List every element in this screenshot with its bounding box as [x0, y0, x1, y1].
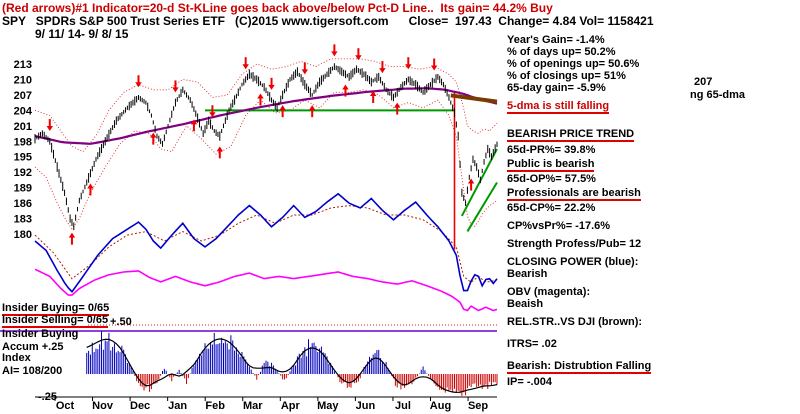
closing-power-title: CLOSING POWER (blue):	[507, 256, 639, 268]
op65-stat: 65d-OP%= 57.5%	[507, 173, 596, 185]
professionals-bearish-note: Professionals are bearish	[507, 187, 641, 201]
dma65-falling-label: ng 65-dma	[690, 89, 746, 101]
accumulation-index	[86, 324, 498, 396]
strength-stat: Strength Profess/Pub= 12	[507, 238, 642, 250]
svg-text:189: 189	[14, 183, 32, 195]
svg-text:Aug: Aug	[430, 400, 451, 412]
svg-text:207: 207	[14, 90, 32, 102]
rel-strength-title: REL.STR..VS DJI (brown):	[507, 316, 643, 328]
trend-overlays	[34, 87, 498, 250]
svg-text:Oct: Oct	[56, 400, 75, 412]
gain-65day-stat: 65-day gain= -5.9%	[507, 82, 606, 94]
dma5-falling-note: 5-dma is still falling	[507, 100, 610, 114]
price-bands	[34, 58, 498, 230]
insider-buying-count: Insider Buying= 0/65	[2, 302, 110, 316]
axes: Oct Nov Dec Jan Feb Mar Apr May Jun Jul Aug Sep 213 2…	[14, 59, 497, 412]
accum-index-title-2: Accum +.25	[2, 341, 64, 353]
cp-vs-pr-stat: CP%vsPr%= -17.6%	[507, 220, 611, 232]
bearish-trend-heading: BEARISH PRICE TREND	[507, 128, 635, 142]
cp65-stat: 65d-CP%= 22.2%	[507, 202, 596, 214]
insider-selling-count: Insider Selling= 0/65	[2, 314, 109, 328]
middle-indicators	[0, 192, 498, 332]
svg-text:Mar: Mar	[243, 400, 263, 412]
svg-text:May: May	[317, 400, 339, 412]
svg-text:Feb: Feb	[205, 400, 225, 412]
svg-text:204: 204	[14, 105, 33, 117]
days-up-stat: % of days up= 50.2%	[507, 46, 616, 58]
years-gain-stat: Year's Gain= -1.4%	[507, 34, 605, 46]
ai-value-label: AI= 108/200	[2, 365, 63, 377]
openings-up-stat: % of openings up= 50.6%	[507, 58, 640, 70]
ai-scale-minus-label: -.25	[38, 391, 57, 403]
closing-power-state: Bearish	[507, 268, 548, 280]
svg-text:201: 201	[14, 121, 32, 133]
itrs-stat: ITRS= .02	[507, 338, 557, 350]
svg-text:Nov: Nov	[92, 400, 114, 412]
svg-text:192: 192	[14, 167, 32, 179]
dma65-value-label: 207	[694, 76, 713, 88]
svg-text:Sep: Sep	[468, 400, 488, 412]
svg-text:Dec: Dec	[130, 400, 150, 412]
svg-text:180: 180	[14, 229, 32, 241]
svg-text:210: 210	[14, 74, 32, 86]
distribution-falling-note: Bearish: Distrubtion Falling	[507, 360, 652, 374]
obv-title: OBV (magenta):	[507, 286, 591, 298]
svg-text:Jun: Jun	[356, 400, 376, 412]
svg-text:198: 198	[14, 136, 32, 148]
ip-stat: IP= -.004	[507, 376, 552, 388]
accum-index-title-3: Index	[2, 352, 31, 364]
signal-arrows	[46, 44, 475, 245]
date-range-label: 9/ 11/ 14- 9/ 8/ 15	[35, 27, 129, 41]
svg-text:Jan: Jan	[168, 400, 187, 412]
pr65-stat: 65d-PR%= 39.8%	[507, 144, 596, 156]
svg-text:186: 186	[14, 198, 32, 210]
indicator-headline: (Red arrows)#1 Indicator=20-d St-KLine g…	[2, 1, 553, 15]
public-bearish-note: Public is bearish	[507, 158, 595, 172]
obv-state: Beaish	[507, 298, 544, 310]
svg-text:Apr: Apr	[281, 400, 301, 412]
svg-text:183: 183	[14, 214, 32, 226]
ai-scale-plus-label: +.50	[110, 316, 132, 328]
svg-text:213: 213	[14, 59, 32, 71]
closings-up-stat: % of closings up= 51%	[507, 70, 626, 82]
svg-text:Jul: Jul	[395, 400, 411, 412]
price-bars	[34, 63, 498, 231]
accum-index-title-1: Insider Buying	[2, 328, 79, 340]
symbol-info-line: SPY SPDRs S&P 500 Trust Series ETF (C)20…	[2, 14, 654, 28]
svg-text:195: 195	[14, 152, 32, 164]
